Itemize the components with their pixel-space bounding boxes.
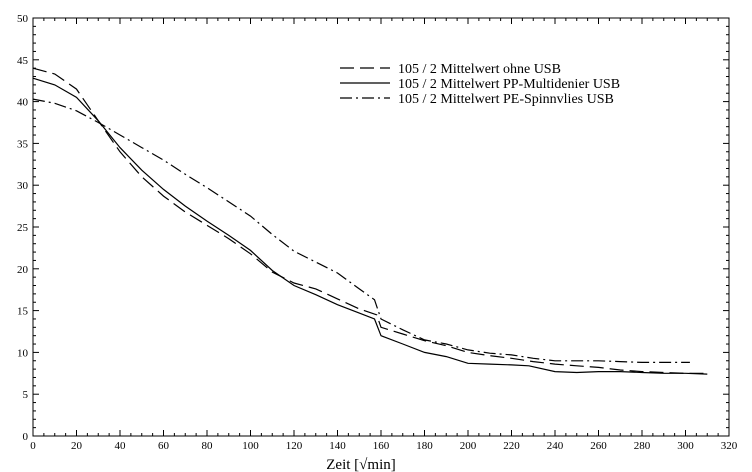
y-tick-label: 40 bbox=[17, 97, 29, 109]
y-tick-label: 30 bbox=[17, 180, 29, 192]
y-tick-label: 50 bbox=[17, 13, 29, 25]
x-tick-label: 320 bbox=[721, 440, 738, 452]
x-tick-label: 220 bbox=[503, 440, 520, 452]
series-line-1 bbox=[32, 67, 708, 374]
plot-frame bbox=[32, 17, 730, 437]
x-tick-label: 80 bbox=[202, 440, 214, 452]
y-tick-label: 5 bbox=[23, 389, 29, 401]
series-line-3 bbox=[32, 98, 690, 363]
x-tick-label: 0 bbox=[30, 440, 36, 452]
x-tick-label: 140 bbox=[329, 440, 346, 452]
x-tick-label: 260 bbox=[590, 440, 607, 452]
x-tick-label: 60 bbox=[158, 440, 170, 452]
y-tick-label: 25 bbox=[17, 222, 29, 234]
legend-label-1: 105 / 2 Mittelwert ohne USB bbox=[398, 62, 561, 77]
x-tick-label: 100 bbox=[242, 440, 259, 452]
x-axis-ticks: 0 20 40 60 80 100 120 140 160 180 200 220 240 260 280 3… bbox=[30, 18, 738, 452]
y-tick-label: 15 bbox=[17, 306, 29, 318]
x-tick-label: 120 bbox=[286, 440, 303, 452]
x-axis-label: Zeit [√min] bbox=[326, 457, 395, 472]
x-tick-label: 300 bbox=[677, 440, 694, 452]
y-tick-label: 0 bbox=[23, 431, 29, 443]
y-axis-ticks: 0 5 10 15 20 25 30 35 40 45 50 bbox=[17, 13, 729, 443]
y-tick-label: 35 bbox=[17, 138, 29, 150]
x-tick-label: 200 bbox=[460, 440, 477, 452]
x-tick-label: 40 bbox=[115, 440, 127, 452]
legend-label-2: 105 / 2 Mittelwert PP-Multidenier USB bbox=[398, 77, 620, 92]
x-tick-label: 20 bbox=[71, 440, 83, 452]
legend-label-3: 105 / 2 Mittelwert PE-Spinnvlies USB bbox=[398, 92, 614, 107]
series-line-2 bbox=[32, 77, 708, 375]
x-tick-label: 280 bbox=[634, 440, 651, 452]
y-tick-label: 45 bbox=[17, 55, 29, 67]
x-tick-label: 180 bbox=[416, 440, 433, 452]
x-tick-label: 160 bbox=[373, 440, 390, 452]
series-lines bbox=[32, 67, 708, 375]
y-tick-label: 20 bbox=[17, 264, 29, 276]
y-tick-label: 10 bbox=[17, 347, 29, 359]
x-tick-label: 240 bbox=[547, 440, 564, 452]
